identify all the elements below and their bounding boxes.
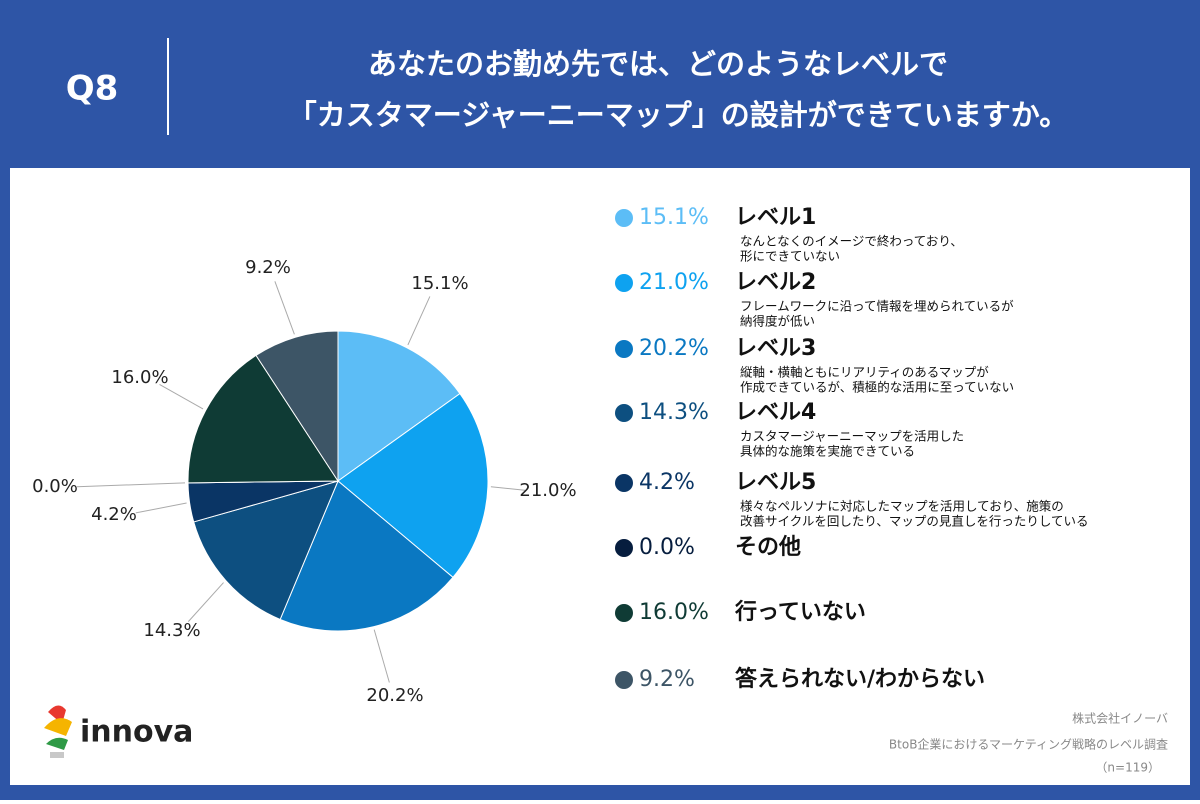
logo-text: innova bbox=[80, 715, 193, 750]
legend-label: レベル2 bbox=[735, 270, 816, 295]
legend-label: 行っていない bbox=[734, 599, 866, 625]
legend-value: 4.2% bbox=[639, 470, 695, 495]
leader-line bbox=[407, 296, 431, 346]
leader-line bbox=[159, 384, 204, 410]
legend-value: 14.3% bbox=[639, 400, 709, 425]
leader-line bbox=[135, 502, 187, 514]
data-label: 14.3% bbox=[143, 620, 200, 641]
title-line: あなたのお勤め先では、どのようなレベルで bbox=[368, 47, 948, 81]
legend-value: 16.0% bbox=[639, 600, 709, 625]
legend-marker bbox=[615, 404, 633, 422]
legend-description: 縦軸・横軸ともにリアリティのあるマップが bbox=[740, 365, 989, 380]
pie-slice bbox=[193, 480, 339, 621]
pie-slice bbox=[337, 330, 461, 482]
legend-marker bbox=[615, 604, 633, 622]
data-label: 21.0% bbox=[519, 480, 576, 501]
legend-marker bbox=[615, 209, 633, 227]
legend-label: レベル1 bbox=[735, 205, 816, 230]
leader-line bbox=[76, 482, 186, 488]
legend-description: 様々なペルソナに対応したマップを活用しており、施策の bbox=[740, 499, 1064, 514]
legend-value: 15.1% bbox=[639, 205, 709, 230]
legend-label: その他 bbox=[735, 535, 801, 560]
legend-description: なんとなくのイメージで終わっており、 bbox=[740, 234, 963, 249]
legend-marker bbox=[615, 474, 633, 492]
data-label: 15.1% bbox=[411, 273, 468, 294]
legend-label: レベル3 bbox=[735, 336, 816, 361]
legend-label: 答えられない/わからない bbox=[735, 666, 985, 692]
footer-sample: （n=119） bbox=[1095, 761, 1160, 775]
legend-description: 改善サイクルを回したり、マップの見直しを行ったりしている bbox=[740, 514, 1089, 529]
leader-line bbox=[373, 629, 390, 683]
footer-survey: BtoB企業におけるマーケティング戦略のレベル調査 bbox=[889, 737, 1168, 752]
data-label: 16.0% bbox=[111, 367, 168, 388]
pie-slice bbox=[279, 480, 454, 632]
legend-marker bbox=[615, 274, 633, 292]
pie-slice bbox=[337, 392, 489, 579]
logo-flame bbox=[44, 718, 72, 736]
pie-slice bbox=[187, 354, 339, 484]
leader-line bbox=[490, 486, 527, 491]
legend-marker bbox=[615, 539, 633, 557]
legend-description: 具体的な施策を実施できている bbox=[740, 444, 915, 459]
legend-marker bbox=[615, 340, 633, 358]
data-label: 0.0% bbox=[32, 476, 78, 497]
legend-label: レベル5 bbox=[735, 470, 816, 495]
legend-value: 0.0% bbox=[639, 535, 695, 560]
legend-description: 納得度が低い bbox=[740, 314, 815, 329]
logo-base bbox=[50, 752, 64, 758]
leader-line bbox=[187, 582, 224, 622]
data-label: 4.2% bbox=[91, 504, 137, 525]
legend-value: 9.2% bbox=[639, 667, 695, 692]
legend-label: レベル4 bbox=[735, 400, 816, 425]
footer-company: 株式会社イノーバ bbox=[1072, 711, 1168, 726]
legend-marker bbox=[615, 671, 633, 689]
legend-description: 作成できているが、積極的な活用に至っていない bbox=[740, 380, 1014, 395]
data-label: 20.2% bbox=[366, 685, 423, 706]
legend-description: 形にできていない bbox=[740, 249, 840, 264]
leader-line bbox=[274, 281, 295, 335]
legend-description: カスタマージャーニーマップを活用した bbox=[740, 429, 964, 444]
pie-slice bbox=[255, 330, 339, 483]
title-line: 「カスタマージャーニーマップ」の設計ができていますか。 bbox=[288, 98, 1068, 132]
panel bbox=[10, 168, 1190, 785]
logo-flame bbox=[46, 737, 68, 750]
question-number: Q8 bbox=[66, 69, 119, 109]
logo: innova bbox=[44, 705, 193, 758]
data-label: 9.2% bbox=[245, 257, 291, 278]
legend-value: 21.0% bbox=[639, 270, 709, 295]
legend-value: 20.2% bbox=[639, 336, 709, 361]
legend-description: フレームワークに沿って情報を埋められているが bbox=[740, 299, 1014, 314]
